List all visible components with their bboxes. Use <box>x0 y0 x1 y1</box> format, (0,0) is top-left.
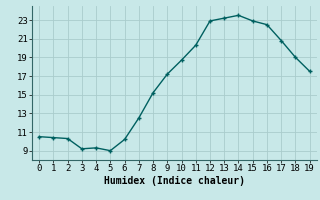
X-axis label: Humidex (Indice chaleur): Humidex (Indice chaleur) <box>104 176 245 186</box>
